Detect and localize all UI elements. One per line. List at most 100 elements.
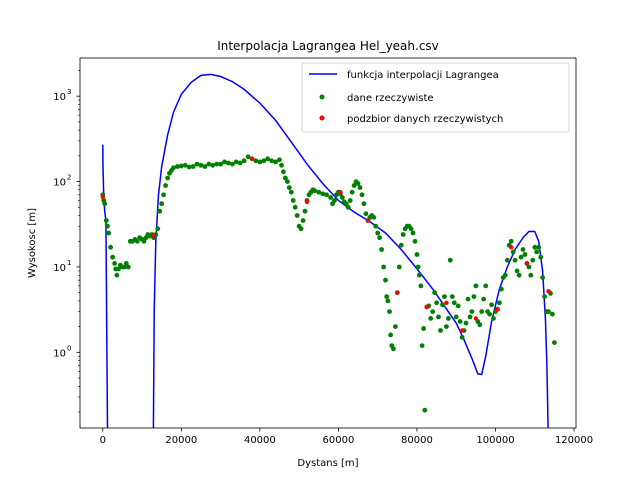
- legend-box: [301, 62, 570, 133]
- real-data-point: [491, 316, 496, 321]
- real-data-point: [222, 159, 227, 165]
- plot-area: [100, 73, 557, 429]
- plot-frame: [79, 57, 577, 429]
- real-data-point: [265, 156, 271, 162]
- y-tick-label: 10: [53, 348, 66, 359]
- subset-data-point: [304, 199, 310, 204]
- real-data-point: [449, 294, 455, 299]
- real-data-point: [155, 226, 161, 232]
- real-data-point: [363, 211, 369, 217]
- real-data-point: [534, 249, 540, 255]
- real-data-point: [510, 249, 516, 255]
- real-data-point: [294, 213, 300, 218]
- real-data-point: [419, 343, 425, 348]
- real-data-point: [324, 192, 329, 198]
- real-data-point: [463, 320, 469, 326]
- real-data-point: [422, 407, 428, 413]
- y-tick-exponent: 2: [67, 174, 71, 182]
- real-data-point: [106, 230, 112, 236]
- real-data-point: [381, 264, 386, 270]
- real-data-point: [504, 257, 510, 263]
- real-data-point: [122, 264, 127, 270]
- real-data-point: [157, 208, 163, 214]
- real-data-point: [446, 316, 451, 321]
- real-data-point: [332, 198, 337, 203]
- real-data-point: [108, 244, 113, 250]
- real-data-point: [526, 264, 532, 270]
- y-axis-label: Wysokosc [m]: [27, 208, 38, 278]
- real-data-point: [339, 195, 345, 200]
- real-data-point: [528, 272, 534, 278]
- real-data-point: [165, 175, 171, 181]
- real-data-point: [116, 266, 121, 272]
- real-data-point: [214, 161, 220, 167]
- real-data-point: [540, 275, 545, 280]
- x-tick-label: 0: [100, 435, 106, 446]
- real-data-point: [206, 161, 212, 167]
- real-data-point: [186, 164, 192, 170]
- real-data-point: [300, 218, 306, 223]
- real-data-point: [218, 161, 224, 167]
- real-data-point: [550, 311, 555, 317]
- subset-data-point: [459, 328, 465, 333]
- real-data-point: [277, 157, 282, 163]
- real-data-point: [532, 244, 538, 250]
- real-data-point: [436, 314, 441, 320]
- real-data-point: [198, 162, 204, 168]
- real-data-point: [457, 319, 463, 324]
- real-data-point: [357, 185, 363, 191]
- real-data-point: [512, 257, 518, 263]
- real-data-point: [226, 160, 231, 166]
- real-data-point: [453, 314, 459, 320]
- real-data-point: [302, 208, 308, 214]
- real-data-point: [483, 283, 489, 289]
- real-data-point: [182, 162, 188, 168]
- legend-green-swatch: [319, 94, 325, 100]
- real-data-point: [230, 161, 235, 167]
- real-data-point: [343, 201, 349, 207]
- real-data-point: [451, 300, 457, 306]
- real-data-point: [123, 261, 129, 266]
- real-data-point: [489, 302, 494, 308]
- subset-data-point: [495, 307, 500, 312]
- y-tick-label: 10: [53, 92, 66, 103]
- real-data-point: [273, 159, 278, 165]
- real-data-point: [530, 257, 536, 263]
- subset-data-point: [395, 290, 400, 295]
- real-data-point: [171, 165, 176, 171]
- real-data-point: [320, 191, 326, 197]
- legend-label-real-data: dane rzeczywiste: [347, 93, 434, 104]
- chart-title: Interpolacja Lagrangea Hel_yeah.csv: [217, 39, 439, 53]
- real-data-point: [373, 223, 379, 229]
- real-data-point: [418, 283, 424, 289]
- real-data-point: [416, 272, 422, 278]
- real-data-point: [298, 226, 304, 232]
- x-tick-label: 20000: [165, 435, 197, 446]
- y-tick-label: 10: [53, 178, 66, 189]
- real-data-point: [428, 316, 434, 321]
- real-data-point: [105, 223, 110, 229]
- real-data-point: [175, 164, 180, 169]
- y-tick-label: 10: [53, 263, 66, 274]
- real-data-point: [134, 238, 140, 244]
- real-data-point: [371, 215, 377, 220]
- real-data-point: [398, 242, 404, 248]
- subset-data-point: [509, 245, 514, 250]
- x-axis-label: Dystans [m]: [297, 458, 358, 469]
- real-data-point: [241, 158, 247, 164]
- real-data-point: [552, 340, 557, 345]
- real-data-point: [520, 247, 526, 252]
- x-tick-label: 40000: [244, 435, 276, 446]
- legend-label-subset: podzbior danych rzeczywistych: [347, 114, 503, 125]
- x-tick-label: 80000: [401, 435, 433, 446]
- real-data-point: [410, 230, 416, 236]
- real-data-point: [487, 311, 492, 317]
- real-data-point: [279, 162, 284, 168]
- real-data-point: [396, 264, 402, 270]
- real-data-point: [347, 198, 353, 203]
- real-data-point: [159, 201, 165, 207]
- real-data-point: [261, 158, 267, 164]
- real-data-point: [383, 277, 388, 283]
- legend: funkcja interpolacji Lagrangea dane rzec…: [301, 62, 570, 133]
